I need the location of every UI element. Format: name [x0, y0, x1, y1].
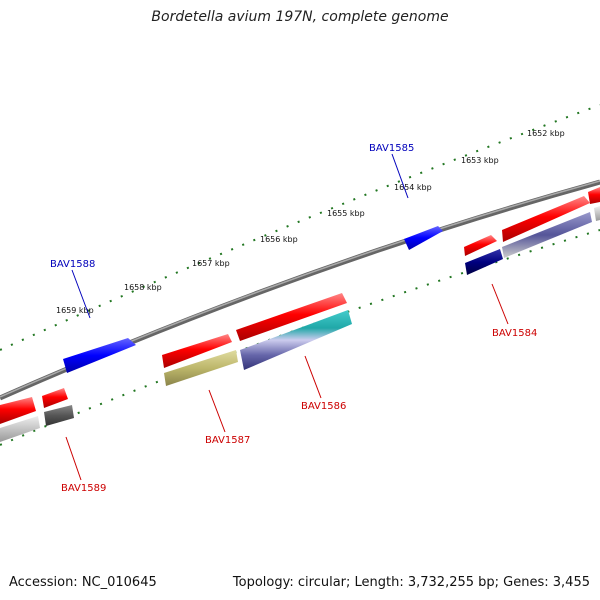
callout-bav1585: [391, 153, 409, 199]
gene-bav1589-arrow-a[interactable]: [0, 397, 36, 424]
gene-label-bav1587[interactable]: BAV1587: [205, 435, 250, 446]
gene-bav1589-track-b[interactable]: [44, 405, 74, 426]
tick-label-1654: 1654 kbp: [394, 183, 432, 192]
gene-label-bav1586[interactable]: BAV1586: [301, 401, 346, 412]
map-title: Bordetella avium 197N, complete genome: [151, 9, 449, 25]
tick-label-1652: 1652 kbp: [527, 129, 565, 138]
callout-bav1586: [304, 355, 322, 399]
tick-label-1659: 1659 kbp: [56, 306, 94, 315]
gene-label-bav1585[interactable]: BAV1585: [369, 143, 414, 154]
gene-bav1587-track[interactable]: [164, 350, 238, 386]
gene-bav1584-track[interactable]: [465, 249, 503, 275]
gene-right-arrow[interactable]: [502, 196, 590, 242]
gene-label-bav1588[interactable]: BAV1588: [50, 259, 95, 270]
gene-bav1587-arrow[interactable]: [162, 334, 232, 368]
callout-bav1588: [71, 269, 91, 319]
genome-backbone: [0, 179, 600, 401]
gene-label-bav1589[interactable]: BAV1589: [61, 483, 106, 494]
callout-bav1589: [65, 436, 82, 481]
callout-bav1584: [491, 283, 509, 325]
accession-text: Accession: NC_010645: [9, 575, 157, 590]
gene-bav1585-arrow[interactable]: [404, 226, 443, 250]
callout-bav1587: [208, 389, 226, 433]
gene-bav1589-arrow-b[interactable]: [42, 388, 68, 408]
tick-label-1655: 1655 kbp: [327, 209, 365, 218]
gene-bav1589-track-a[interactable]: [0, 416, 40, 442]
gene-label-bav1584[interactable]: BAV1584: [492, 328, 537, 339]
gene-right-arrow-2[interactable]: [588, 187, 600, 204]
tick-label-1656: 1656 kbp: [260, 235, 298, 244]
gene-right-track-2[interactable]: [594, 206, 600, 221]
tick-label-1657: 1657 kbp: [192, 259, 230, 268]
gene-bav1584-arrow[interactable]: [464, 235, 497, 256]
genome-summary-text: Topology: circular; Length: 3,732,255 bp…: [232, 575, 590, 590]
tick-label-1658: 1658 kbp: [124, 283, 162, 292]
gene-bav1586-track[interactable]: [240, 310, 352, 370]
tick-label-1653: 1653 kbp: [461, 156, 499, 165]
gene-bav1588-arrow[interactable]: [63, 338, 136, 373]
gene-right-track[interactable]: [502, 212, 592, 258]
gene-bav1586-arrow[interactable]: [236, 293, 347, 341]
